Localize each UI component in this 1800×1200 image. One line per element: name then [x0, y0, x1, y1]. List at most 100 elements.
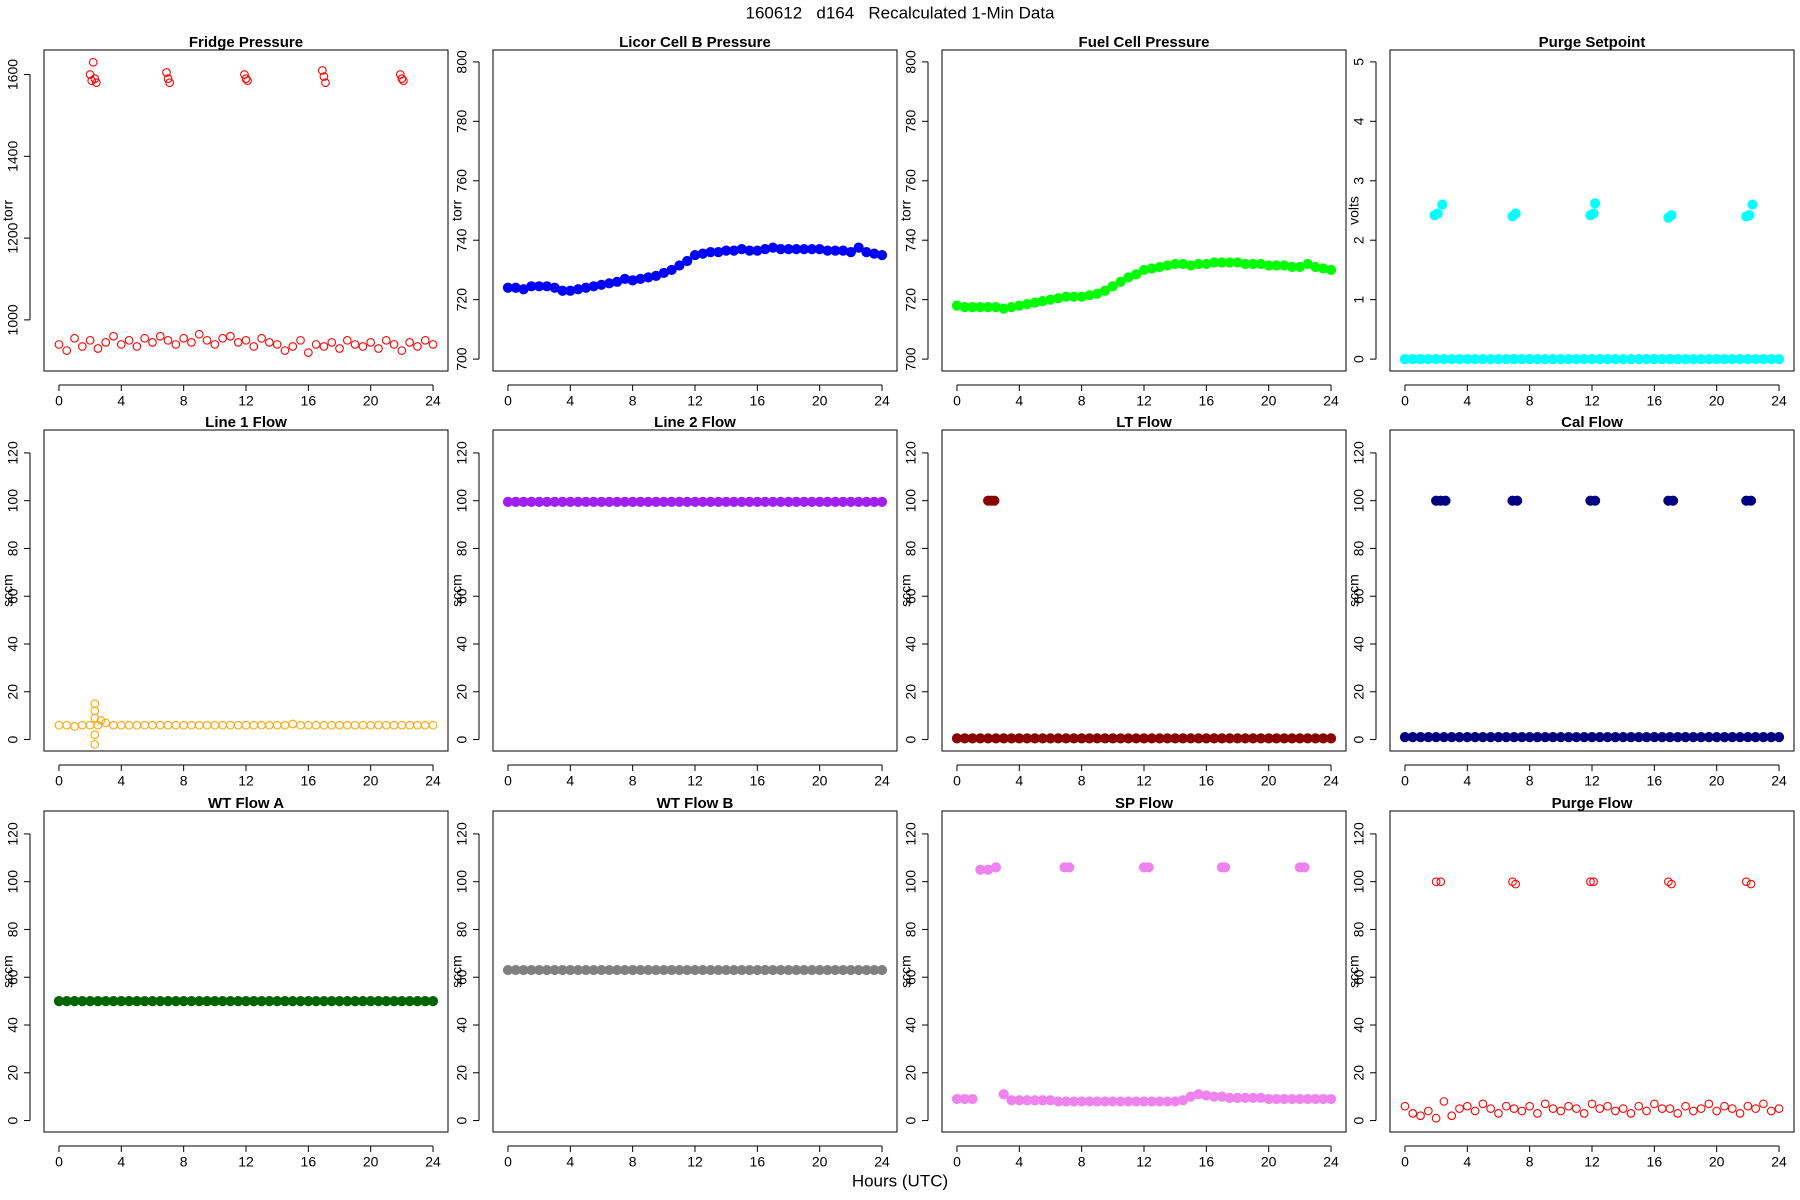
x-tick-label: 16: [301, 773, 317, 789]
point: [85, 720, 95, 730]
x-tick-label: 4: [1463, 393, 1471, 409]
point: [218, 333, 227, 343]
point: [265, 720, 274, 730]
panel-title: Fridge Pressure: [189, 34, 303, 51]
y-tick-label: 4: [1351, 117, 1367, 125]
point: [990, 862, 1002, 873]
plot-frame: [941, 49, 1347, 372]
y-tick-label: 100: [454, 870, 470, 894]
point: [1325, 733, 1337, 744]
point: [1494, 1109, 1503, 1118]
point: [1626, 1109, 1636, 1118]
point: [381, 720, 391, 730]
point: [163, 74, 173, 83]
point: [1325, 1093, 1337, 1105]
x-tick-label: 12: [1584, 1154, 1600, 1170]
point: [335, 720, 344, 730]
point: [1759, 1099, 1768, 1109]
point: [249, 720, 259, 730]
point: [845, 247, 856, 258]
point: [171, 340, 181, 349]
point: [249, 342, 259, 351]
point: [1572, 1104, 1581, 1113]
point: [163, 335, 173, 345]
point: [1720, 1101, 1729, 1111]
x-tick-label: 20: [363, 1154, 379, 1170]
point: [1766, 1106, 1776, 1116]
plot-frame: [492, 49, 898, 372]
point: [1696, 1104, 1706, 1113]
y-tick-label: 700: [454, 347, 470, 371]
y-tick-label: 100: [903, 489, 919, 513]
x-tick-label: 16: [750, 393, 766, 409]
x-tick-label: 24: [874, 773, 890, 789]
plot-frame: [1389, 429, 1795, 752]
point: [1743, 1101, 1753, 1111]
y-tick-label: 1: [1351, 296, 1367, 304]
x-tick-label: 16: [301, 1154, 317, 1170]
point: [319, 342, 329, 351]
x-tick-label: 0: [953, 773, 961, 789]
point: [1470, 1106, 1480, 1116]
x-axis-label: Hours (UTC): [852, 1171, 948, 1190]
y-tick-label: 60: [5, 969, 21, 985]
x-tick-label: 24: [1323, 1154, 1339, 1170]
point: [1618, 1104, 1628, 1113]
point: [1735, 1109, 1745, 1118]
y-tick-label: 80: [1351, 921, 1367, 937]
point: [90, 730, 100, 740]
y-tick-label: 40: [454, 636, 470, 652]
x-tick-label: 12: [687, 773, 703, 789]
chart-title: 160612 d164 Recalculated 1-Min Data: [745, 3, 1055, 22]
point: [257, 333, 266, 343]
point: [226, 331, 235, 341]
point: [303, 348, 313, 357]
point: [1525, 1101, 1535, 1111]
y-tick-label: 20: [5, 684, 21, 700]
x-tick-label: 12: [1584, 393, 1600, 409]
point: [257, 720, 266, 730]
point: [93, 344, 103, 353]
y-tick-label: 0: [454, 1116, 470, 1124]
plot-frame: [43, 429, 449, 752]
y-tick-label: 20: [1351, 1065, 1367, 1081]
point: [165, 78, 174, 88]
point: [374, 344, 383, 353]
y-tick-label: 780: [903, 109, 919, 133]
y-tick-label: 760: [454, 169, 470, 193]
point: [155, 720, 165, 730]
y-tick-label: 0: [454, 735, 470, 743]
point: [1741, 877, 1751, 887]
x-tick-label: 12: [238, 773, 254, 789]
point: [1595, 1104, 1605, 1113]
y-tick-label: 120: [5, 822, 21, 846]
y-tick-label: 60: [903, 588, 919, 604]
y-tick-label: 20: [1351, 684, 1367, 700]
point: [116, 720, 126, 730]
plot-frame: [1389, 49, 1795, 372]
x-tick-label: 20: [1261, 1154, 1277, 1170]
point: [1400, 1101, 1410, 1111]
y-tick-label: 100: [1351, 489, 1367, 513]
x-tick-label: 4: [1015, 773, 1023, 789]
point: [1431, 1113, 1441, 1123]
point: [88, 57, 98, 67]
point: [389, 720, 399, 730]
point: [381, 335, 391, 345]
point: [202, 335, 212, 345]
y-tick-label: 0: [903, 735, 919, 743]
point: [210, 340, 220, 349]
point: [342, 720, 352, 730]
point: [124, 720, 134, 730]
y-tick-label: 720: [903, 288, 919, 312]
plot-frame: [43, 49, 449, 372]
point: [101, 338, 111, 347]
y-tick-label: 0: [5, 1116, 21, 1124]
point: [1510, 208, 1521, 219]
point: [1773, 732, 1785, 743]
point: [155, 331, 165, 341]
point: [1437, 199, 1448, 210]
point: [366, 338, 376, 347]
y-tick-label: 1400: [5, 141, 21, 172]
point: [241, 74, 251, 83]
